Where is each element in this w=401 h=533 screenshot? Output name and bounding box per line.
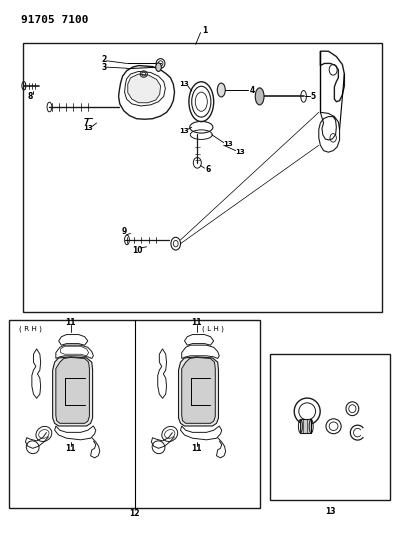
Text: 13: 13 [325,506,336,515]
Text: ( R H ): ( R H ) [19,326,42,333]
Text: 10: 10 [132,246,143,255]
Polygon shape [182,358,215,423]
Text: 13: 13 [83,125,93,131]
Ellipse shape [255,88,264,105]
Text: 2: 2 [101,55,106,63]
Ellipse shape [217,83,225,97]
Text: 91705 7100: 91705 7100 [22,15,89,26]
Polygon shape [128,74,160,103]
Polygon shape [178,357,219,426]
Text: 13: 13 [224,141,233,147]
Text: 4: 4 [250,85,255,94]
Ellipse shape [156,63,161,71]
Text: ( L H ): ( L H ) [202,326,223,333]
Text: 9: 9 [122,228,127,237]
Text: 11: 11 [191,445,202,454]
Text: 8: 8 [27,92,32,101]
Text: 7: 7 [84,118,89,127]
Text: 11: 11 [65,445,76,454]
Text: 12: 12 [129,509,140,518]
Text: 1: 1 [202,27,207,36]
Bar [23,43,382,312]
Text: 11: 11 [65,318,76,327]
Text: 13: 13 [180,81,189,87]
Polygon shape [300,419,311,433]
Text: 3: 3 [101,63,106,72]
Text: 5: 5 [311,92,316,101]
Text: 11: 11 [191,318,202,327]
Polygon shape [56,358,89,423]
Bar [270,354,390,500]
Text: 13: 13 [180,128,189,134]
Bar [9,320,260,508]
Text: 6: 6 [205,165,210,174]
Text: 13: 13 [235,149,245,155]
Polygon shape [53,357,93,426]
